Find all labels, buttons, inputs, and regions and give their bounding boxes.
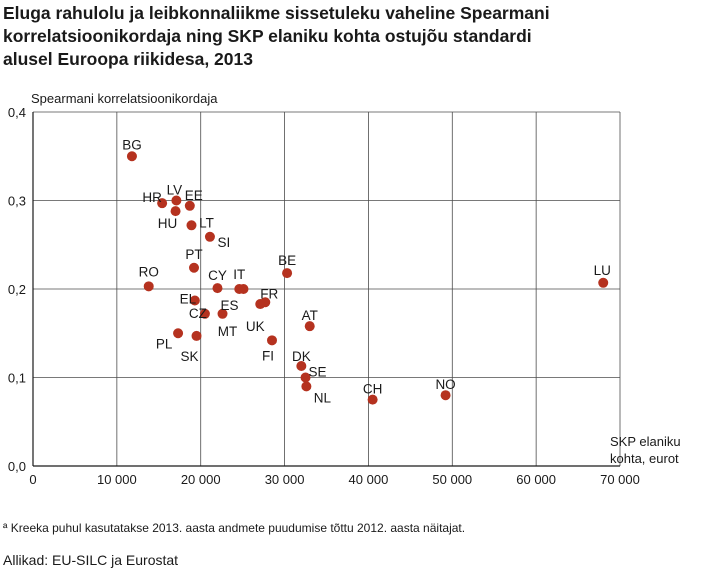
point-label-hr: HR xyxy=(142,190,162,205)
y-tick-label: 0,1 xyxy=(8,371,26,386)
point-label-ro: RO xyxy=(139,264,159,279)
data-point-cz xyxy=(199,308,210,319)
y-axis-label: Spearmani korrelatsioonikordaja xyxy=(31,91,218,106)
data-point-el xyxy=(189,295,200,306)
point-label-it: IT xyxy=(233,267,245,282)
point-label-hu: HU xyxy=(158,216,178,231)
point-labels: BG HR LV EE HU LT SI PT RO CY IT ES EL BE FR UK CZ MT AT PL… xyxy=(122,137,611,405)
axes xyxy=(32,112,620,467)
footnote: ª Kreeka puhul kasutatakse 2013. aasta a… xyxy=(3,521,466,535)
x-axis-label-line: kohta, eurot xyxy=(610,451,679,466)
point-label-ch: CH xyxy=(363,382,383,397)
data-point-se xyxy=(300,372,311,383)
point-label-fr: FR xyxy=(260,286,278,301)
point-label-at: AT xyxy=(302,308,318,323)
point-label-nl: NL xyxy=(314,390,332,405)
y-tick-label: 0,4 xyxy=(8,105,26,120)
point-label-dk: DK xyxy=(292,349,311,364)
chart-title-line: Eluga rahulolu ja leibkonnaliikme sisset… xyxy=(3,3,550,23)
data-point-ch xyxy=(367,394,378,405)
data-points xyxy=(126,151,609,405)
data-point-at xyxy=(304,321,315,332)
source-note: Allikad: EU-SILC ja Eurostat xyxy=(3,552,179,568)
data-point-bg xyxy=(126,151,137,162)
point-label-se: SE xyxy=(309,365,327,380)
point-label-cy: CY xyxy=(208,268,227,283)
point-label-el: EL xyxy=(180,292,197,307)
data-point-mt xyxy=(217,308,228,319)
data-point-lv xyxy=(171,195,182,206)
data-point-es xyxy=(238,284,249,294)
x-tick-label: 60 000 xyxy=(516,472,556,487)
x-axis-label: SKP elaniku kohta, eurot xyxy=(610,433,681,467)
point-label-fi: FI xyxy=(262,348,274,363)
point-label-lv: LV xyxy=(167,183,183,198)
data-point-ee xyxy=(184,200,195,211)
x-tick-label: 40 000 xyxy=(349,472,389,487)
chart-title-line: korrelatsioonikordaja ning SKP elaniku k… xyxy=(3,26,532,46)
y-tick-label: 0,3 xyxy=(8,194,26,209)
x-tick-label: 0 xyxy=(29,472,36,487)
point-label-pl: PL xyxy=(156,336,173,351)
data-point-be xyxy=(282,268,293,279)
point-label-uk: UK xyxy=(246,319,265,334)
grid xyxy=(33,111,621,466)
point-label-lu: LU xyxy=(594,263,611,278)
point-label-pt: PT xyxy=(185,247,202,262)
point-label-be: BE xyxy=(278,253,296,268)
data-point-hu xyxy=(170,206,181,217)
data-point-cy xyxy=(212,283,223,294)
point-label-sk: SK xyxy=(181,349,199,364)
point-label-es: ES xyxy=(220,298,238,313)
point-label-cz: CZ xyxy=(189,306,207,321)
data-point-lu xyxy=(598,277,609,288)
data-point-pl xyxy=(173,328,184,339)
data-point-hr xyxy=(157,198,168,209)
data-point-pt xyxy=(189,262,200,273)
data-point-lt xyxy=(186,220,197,231)
point-label-lt: LT xyxy=(199,215,214,230)
chart-title: Eluga rahulolu ja leibkonnaliikme sisset… xyxy=(3,2,703,71)
y-tick-label: 0,0 xyxy=(8,459,26,474)
x-axis-label-line: SKP elaniku xyxy=(610,434,681,449)
y-tick-label: 0,2 xyxy=(8,282,26,297)
data-point-ro xyxy=(143,281,154,292)
x-tick-label: 20 000 xyxy=(181,472,221,487)
x-tick-label: 70 000 xyxy=(600,472,640,487)
data-point-uk xyxy=(255,299,266,310)
point-label-no: NO xyxy=(435,377,455,392)
point-label-ee: EE xyxy=(185,188,203,203)
data-point-nl xyxy=(301,381,312,392)
point-label-si: SI xyxy=(218,235,231,250)
tick-labels: 0 10 000 20 000 30 000 40 000 50 000 60 000 70 … xyxy=(8,105,640,487)
chart-title-line: alusel Euroopa riikidesa, 2013 xyxy=(3,49,253,69)
x-tick-label: 30 000 xyxy=(265,472,305,487)
point-label-bg: BG xyxy=(122,137,142,152)
data-point-sk xyxy=(191,330,202,341)
data-point-dk xyxy=(296,360,307,371)
x-tick-label: 10 000 xyxy=(97,472,137,487)
data-point-si xyxy=(204,231,215,242)
data-point-fi xyxy=(266,335,277,346)
point-label-mt: MT xyxy=(218,324,238,339)
data-point-no xyxy=(440,390,451,401)
x-tick-label: 50 000 xyxy=(432,472,472,487)
